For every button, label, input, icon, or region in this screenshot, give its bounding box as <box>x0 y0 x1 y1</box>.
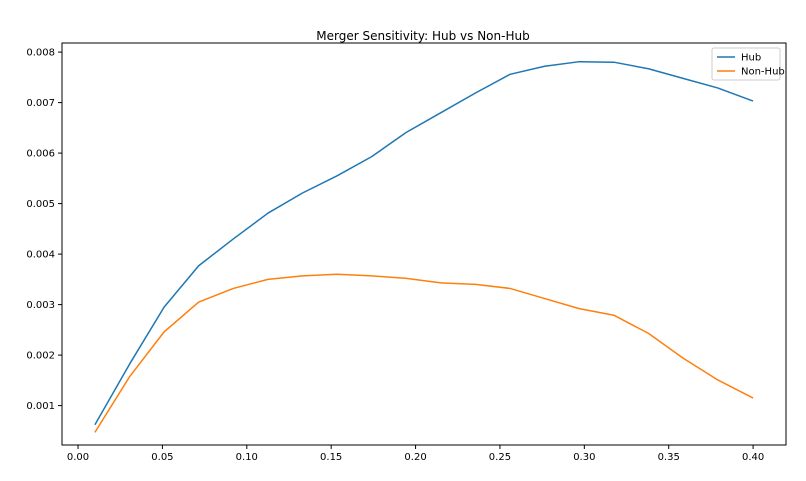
x-tick-label: 0.05 <box>151 452 173 463</box>
series-line-hub <box>94 60 754 426</box>
series-line-non-hub <box>94 273 754 433</box>
x-tick-label: 0.25 <box>489 452 511 463</box>
x-tick-label: 0.30 <box>573 452 595 463</box>
legend-box <box>711 47 781 81</box>
y-tick-label: 0.002 <box>26 351 55 362</box>
y-tick-label: 0.004 <box>26 250 55 261</box>
x-axis: 0.00 0.05 0.10 0.15 0.20 0.25 0.30 0.35 0.40 <box>67 445 764 463</box>
x-tick-label: 0.00 <box>67 452 89 463</box>
x-tick-label: 0.15 <box>320 452 342 463</box>
legend: Hub Non-Hub <box>711 47 785 81</box>
y-tick-label: 0.007 <box>26 98 55 109</box>
series-layer <box>94 60 754 433</box>
y-tick-label: 0.003 <box>26 300 55 311</box>
x-tick-label: 0.20 <box>404 452 426 463</box>
y-tick-label: 0.001 <box>26 401 55 412</box>
x-tick-label: 0.40 <box>742 452 764 463</box>
x-tick-label: 0.35 <box>658 452 680 463</box>
x-tick-label: 0.10 <box>236 452 258 463</box>
y-tick-label: 0.005 <box>26 199 55 210</box>
y-tick-label: 0.006 <box>26 149 55 160</box>
legend-label-non-hub: Non-Hub <box>741 67 785 78</box>
chart-title: Merger Sensitivity: Hub vs Non-Hub <box>316 29 529 43</box>
plot-frame <box>61 42 787 446</box>
y-tick-label: 0.008 <box>26 48 55 59</box>
y-axis: 0.001 0.002 0.003 0.004 0.005 0.006 0.007 0.008 <box>26 48 62 412</box>
legend-label-hub: Hub <box>741 53 761 64</box>
